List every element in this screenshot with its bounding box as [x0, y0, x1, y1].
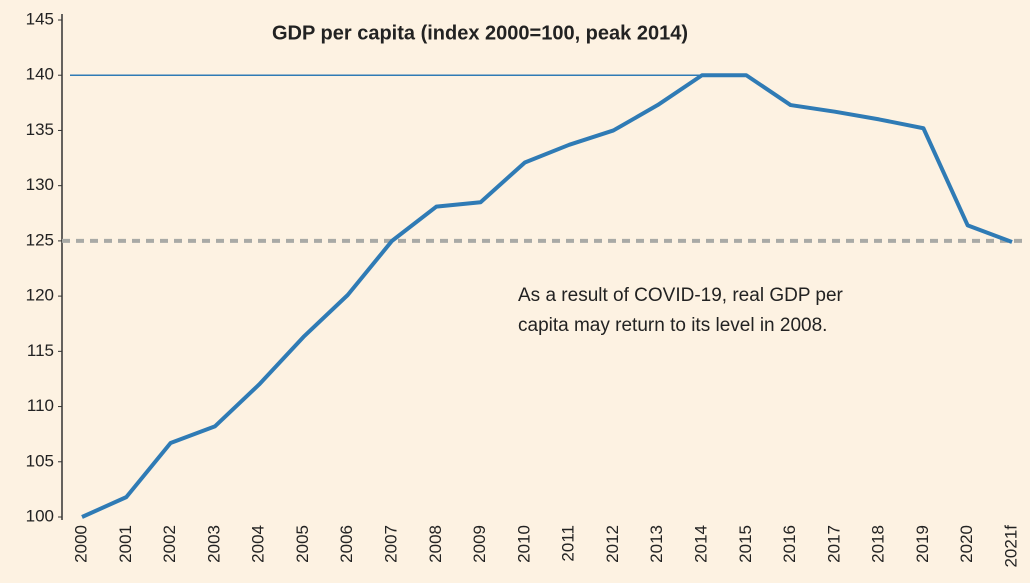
x-tick-label: 2017 — [824, 525, 843, 563]
y-tick-label: 125 — [26, 230, 54, 249]
x-tick-label: 2009 — [470, 525, 489, 563]
x-tick-label: 2021f — [1001, 525, 1020, 568]
x-tick-label: 2008 — [426, 525, 445, 563]
x-tick-label: 2002 — [160, 525, 179, 563]
x-tick-label: 2005 — [293, 525, 312, 563]
y-tick-label: 110 — [27, 396, 54, 415]
x-tick-label: 2001 — [116, 525, 135, 563]
x-tick-label: 2000 — [71, 525, 90, 563]
x-tick-label: 2018 — [869, 525, 888, 563]
x-tick-label: 2020 — [957, 525, 976, 563]
chart-title: GDP per capita (index 2000=100, peak 201… — [272, 22, 688, 44]
x-tick-label: 2011 — [559, 525, 578, 562]
y-tick-label: 135 — [26, 120, 54, 139]
x-tick-label: 2010 — [514, 525, 533, 563]
x-tick-label: 2014 — [691, 525, 710, 563]
x-tick-label: 2013 — [647, 525, 666, 563]
x-tick-label: 2012 — [603, 525, 622, 563]
x-tick-label: 2007 — [381, 525, 400, 563]
annotation: capita may return to its level in 2008. — [518, 315, 827, 336]
y-tick-label: 145 — [26, 9, 54, 28]
y-tick-label: 140 — [26, 65, 54, 84]
data-line — [81, 73, 1013, 519]
x-tick-label: 2015 — [736, 525, 755, 563]
y-tick-label: 115 — [27, 341, 54, 360]
x-tick-label: 2016 — [780, 525, 799, 563]
y-tick-label: 130 — [26, 175, 54, 194]
y-tick-label: 120 — [26, 286, 54, 305]
x-tick-label: 2003 — [204, 525, 223, 563]
x-tick-label: 2006 — [337, 525, 356, 563]
x-tick-label: 2004 — [249, 525, 268, 563]
annotation: As a result of COVID-19, real GDP per — [518, 285, 844, 306]
y-tick-label: 105 — [26, 451, 54, 470]
y-tick-label: 100 — [26, 506, 54, 525]
x-tick-label: 2019 — [913, 525, 932, 563]
